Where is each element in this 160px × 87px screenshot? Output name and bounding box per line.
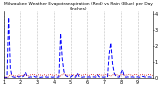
Title: Milwaukee Weather Evapotranspiration (Red) vs Rain (Blue) per Day (Inches): Milwaukee Weather Evapotranspiration (Re…: [4, 2, 153, 11]
